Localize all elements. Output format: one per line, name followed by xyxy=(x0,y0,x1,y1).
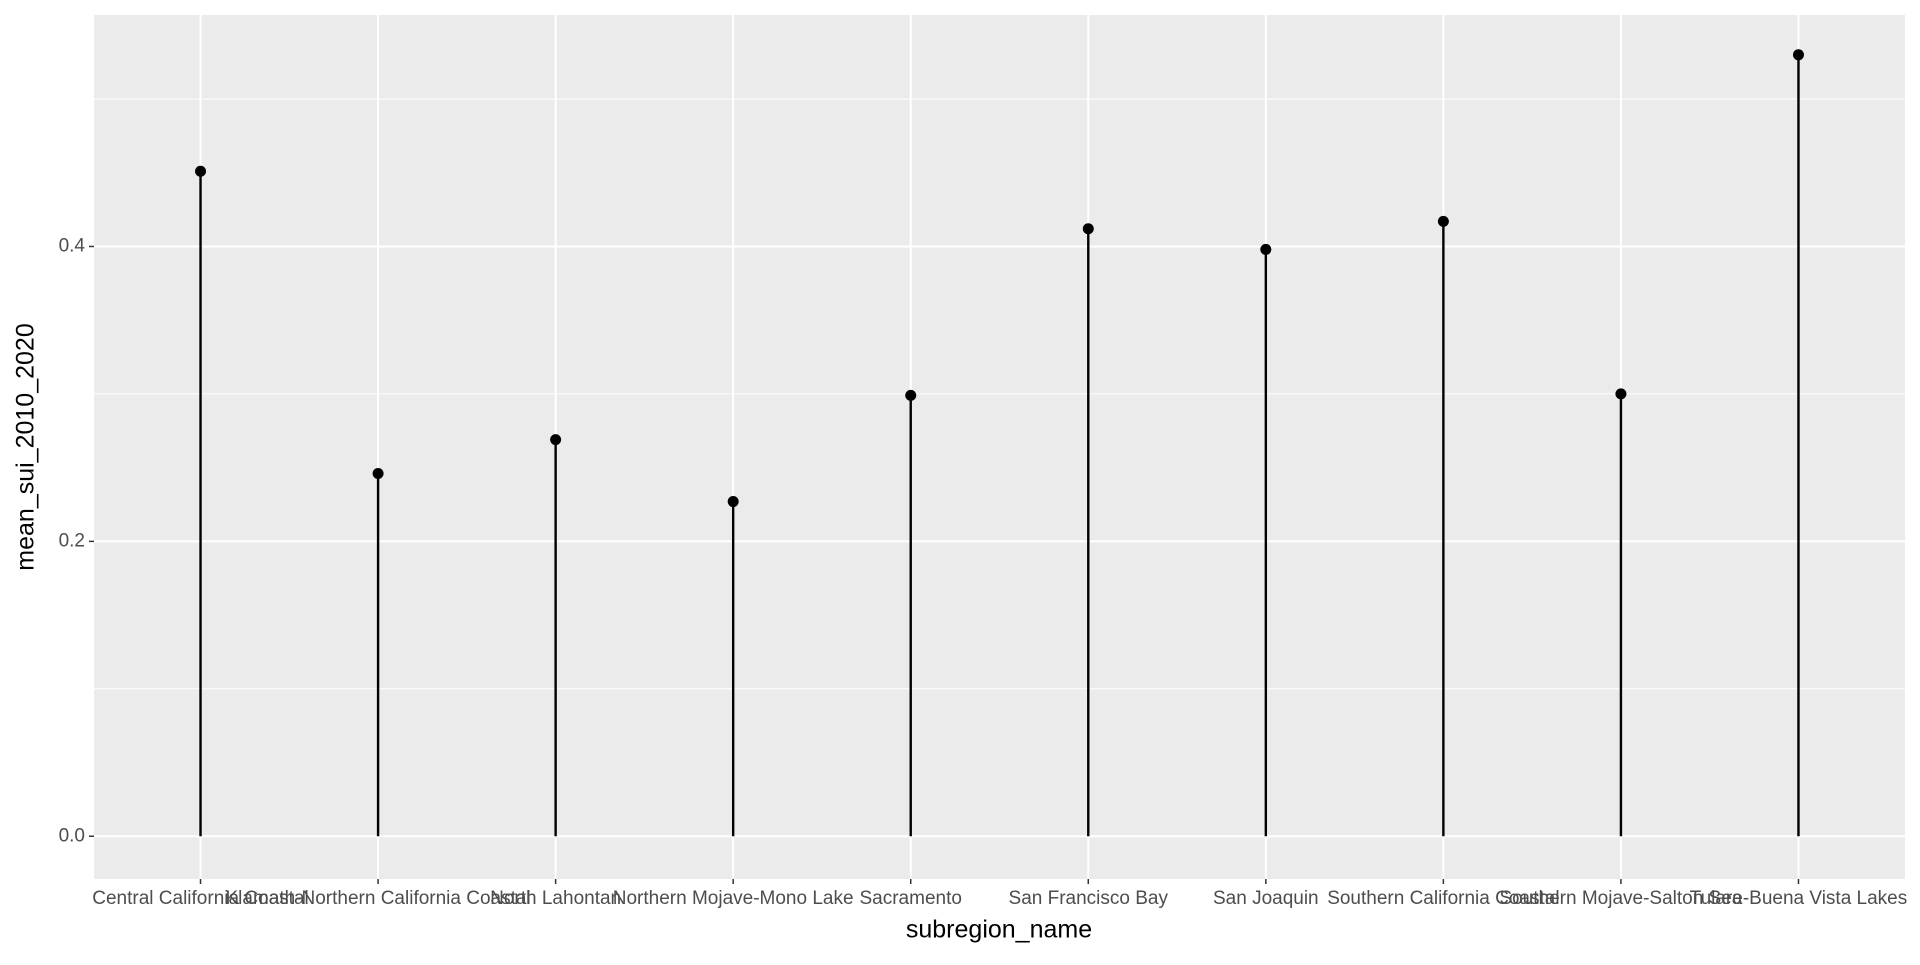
dot xyxy=(905,389,917,401)
y-tick-label: 0.0 xyxy=(59,825,85,846)
x-tick-label: San Francisco Bay xyxy=(1009,888,1169,909)
x-tick-label: Sacramento xyxy=(859,888,961,909)
y-axis-title: mean_sui_2010_2020 xyxy=(12,323,40,570)
x-tick-label: San Joaquin xyxy=(1213,888,1319,909)
dot xyxy=(1792,49,1804,61)
x-tick-label: Klamath-Northern California Coastal xyxy=(225,888,530,909)
dot xyxy=(1437,215,1449,227)
x-tick-label: Southern Mojave-Salton Sea xyxy=(1499,888,1742,909)
y-tick-label: 0.2 xyxy=(59,530,85,551)
marks xyxy=(195,49,1804,837)
dot xyxy=(1615,388,1627,400)
dot xyxy=(372,468,384,480)
dot xyxy=(727,496,739,508)
y-tick-label: 0.4 xyxy=(59,235,86,256)
x-tick-label: Central California Coastal xyxy=(92,888,309,909)
panel xyxy=(94,15,1905,879)
dot xyxy=(1260,243,1272,255)
x-tick-label: Southern California Coastal xyxy=(1327,888,1559,909)
x-tick-label: Tulare-Buena Vista Lakes xyxy=(1690,888,1908,909)
dot xyxy=(550,434,562,446)
dot xyxy=(195,165,207,177)
x-axis-title: subregion_name xyxy=(906,916,1092,944)
dot xyxy=(1082,223,1094,235)
x-tick-label: Northern Mojave-Mono Lake xyxy=(613,888,854,909)
x-tick-label: North Lahontan xyxy=(490,888,621,909)
